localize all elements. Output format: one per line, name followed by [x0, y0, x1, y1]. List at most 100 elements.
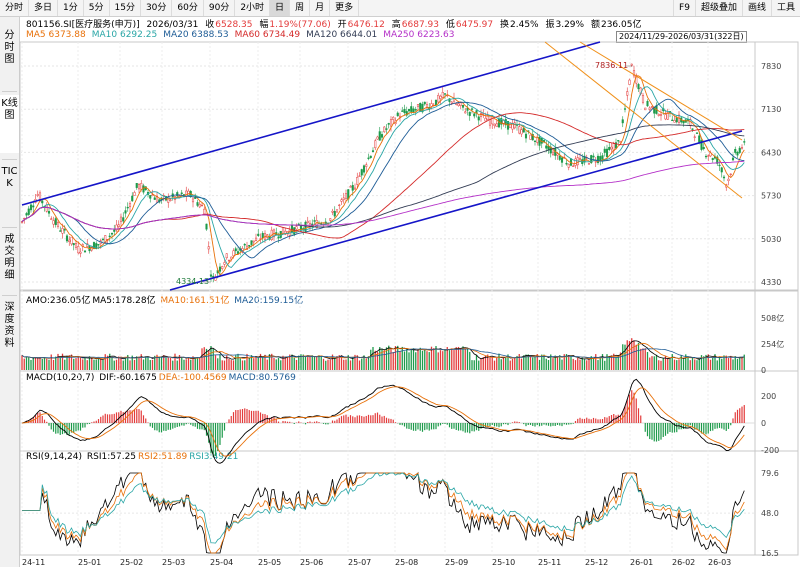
candle-body: [599, 156, 602, 161]
candle-body: [720, 167, 723, 173]
toolbar-right-button-2[interactable]: 画线: [741, 0, 771, 16]
period-button-9[interactable]: 日: [270, 0, 291, 16]
period-button-11[interactable]: 月: [310, 0, 331, 16]
candle-body: [608, 146, 611, 150]
period-button-4[interactable]: 15分: [110, 0, 141, 16]
candle-body: [153, 197, 156, 200]
candle-body: [191, 198, 195, 203]
candle-body: [605, 148, 609, 157]
candle-body: [666, 112, 669, 120]
candle-body: [466, 107, 469, 111]
candle-body: [493, 123, 496, 126]
period-toolbar: 分时 多日 1分 5分 15分 30分 60分 90分 2小时日周月更多 F9 超级叠加 画线 工具: [0, 0, 800, 17]
candle-body: [637, 84, 640, 90]
date-tick-label: 26-02: [672, 558, 695, 567]
toolbar-right-button-3[interactable]: 工具: [770, 0, 800, 16]
candle-body: [644, 107, 647, 111]
candle-body: [149, 195, 152, 199]
candle-body: [455, 103, 458, 105]
candle-body: [70, 236, 73, 245]
candle-body: [617, 140, 620, 142]
candle-body: [27, 208, 30, 215]
candle-body: [54, 218, 57, 226]
macd-dea: DEA:-100.4569: [158, 373, 227, 383]
candle-body: [205, 223, 208, 230]
candle-body: [218, 266, 222, 272]
period-button-8[interactable]: 2小时: [235, 0, 271, 16]
period-button-1[interactable]: 多日: [29, 0, 59, 16]
period-button-5[interactable]: 30分: [141, 0, 173, 16]
candle-body: [412, 108, 415, 113]
period-button-3[interactable]: 5分: [84, 0, 110, 16]
candle-body: [25, 213, 28, 216]
candle-body: [594, 161, 597, 163]
candle-body: [61, 228, 64, 234]
candle-body: [743, 141, 746, 143]
candle-body: [232, 250, 235, 257]
candle-body: [349, 186, 352, 188]
candle-body: [380, 134, 384, 138]
high-value: 6687.93: [401, 20, 439, 30]
ma-legend-item: MA5 6373.88: [26, 30, 86, 40]
sidebar-tab-tick[interactable]: TICK: [1, 166, 18, 189]
candle-body: [675, 117, 678, 123]
candle-body: [601, 155, 604, 160]
candle-body: [632, 70, 636, 77]
candle-body: [691, 128, 694, 130]
candle-body: [529, 134, 532, 140]
candle-body: [209, 274, 213, 277]
candle-body: [295, 226, 298, 230]
candle-body: [738, 147, 741, 153]
candle-body: [83, 250, 87, 253]
toolbar-right-button-0[interactable]: F9: [673, 0, 695, 16]
sidebar-tab-depth[interactable]: 深度资料: [4, 302, 15, 349]
candle-body: [414, 109, 417, 111]
candle-body: [410, 106, 413, 112]
date-tick-label: 25-06: [300, 558, 323, 567]
candle-body: [628, 79, 631, 85]
amo-ma20: MA20:159.15亿: [234, 296, 304, 306]
candle-body: [434, 99, 438, 105]
candle-body: [518, 126, 521, 134]
candle-body: [416, 104, 420, 107]
candle-body: [119, 216, 123, 222]
candle-body: [704, 155, 708, 158]
candle-body: [734, 148, 737, 153]
period-button-12[interactable]: 更多: [330, 0, 360, 16]
candle-body: [437, 94, 440, 103]
candle-body: [333, 211, 336, 217]
candle-body: [441, 92, 444, 98]
period-button-10[interactable]: 周: [290, 0, 311, 16]
period-button-0[interactable]: 分时: [0, 0, 30, 16]
date-tick-label: 24-11: [22, 558, 45, 567]
sidebar-tab-trades[interactable]: 成交明细: [4, 234, 15, 281]
candle-body: [702, 147, 705, 150]
candle-body: [356, 177, 359, 185]
rsi-panel-frame: [19, 450, 799, 556]
date-tick-label: 25-03: [162, 558, 185, 567]
candle-body: [367, 157, 370, 159]
candle-body: [207, 246, 210, 250]
candle-body: [117, 224, 120, 227]
candle-body: [351, 185, 354, 191]
sidebar-tab-timeshare[interactable]: 分时图: [4, 30, 15, 65]
amo-ma20-line: [21, 348, 745, 359]
toolbar-right-button-1[interactable]: 超级叠加: [694, 0, 742, 16]
candle-body: [626, 91, 629, 96]
candle-body: [342, 197, 345, 200]
period-button-6[interactable]: 60分: [172, 0, 204, 16]
candle-body: [596, 155, 600, 163]
candle-body: [72, 243, 75, 246]
candle-body: [358, 175, 361, 177]
candle-body: [344, 193, 348, 199]
candle-body: [520, 129, 523, 135]
sidebar-divider: [2, 295, 17, 296]
period-button-7[interactable]: 90分: [204, 0, 236, 16]
candle-body: [196, 202, 199, 206]
sidebar-tab-kline[interactable]: K线图: [0, 95, 19, 153]
candle-body: [574, 158, 577, 166]
period-button-2[interactable]: 1分: [58, 0, 84, 16]
ma-legend-item: MA120 6644.01: [306, 30, 378, 40]
candle-body: [470, 108, 474, 110]
